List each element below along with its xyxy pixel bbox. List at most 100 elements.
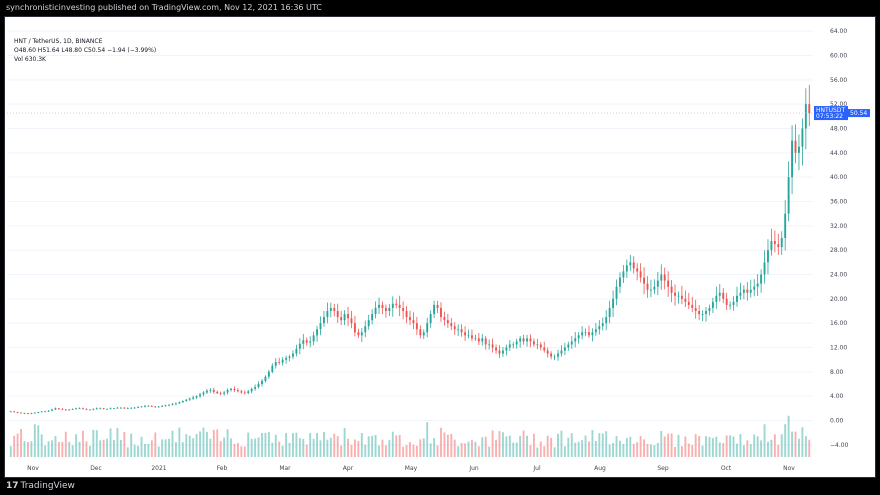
- candle-body: [247, 391, 250, 394]
- candle-body: [82, 408, 84, 410]
- volume-bar: [99, 440, 102, 457]
- volume-bar: [219, 441, 222, 457]
- volume-bar: [653, 445, 656, 457]
- candle-body: [285, 357, 288, 360]
- volume-bar: [804, 436, 807, 457]
- candle-body: [409, 317, 411, 321]
- volume-bar: [529, 445, 532, 457]
- volume-bar: [185, 434, 188, 457]
- candle-body: [625, 265, 628, 272]
- candle-body: [374, 307, 377, 315]
- candle-body: [543, 347, 546, 351]
- candle-body: [340, 317, 343, 321]
- volume-bar: [584, 435, 587, 457]
- candle-body: [804, 104, 807, 129]
- candle-body: [305, 340, 308, 343]
- volume-bar: [85, 441, 88, 457]
- y-tick-label: 52.00: [830, 101, 847, 108]
- volume-bar: [40, 434, 43, 457]
- volume-bar: [639, 436, 642, 457]
- candle-body: [791, 140, 794, 178]
- candle-body: [739, 292, 742, 296]
- candle-body: [23, 413, 26, 414]
- volume-bar: [550, 437, 553, 457]
- volume-bar: [402, 446, 405, 457]
- candle-body: [680, 295, 683, 299]
- volume-bar: [422, 438, 425, 457]
- volume-bar: [54, 436, 57, 457]
- volume-bar: [405, 445, 408, 457]
- tradingview-logo-icon[interactable]: 17: [6, 481, 19, 491]
- candle-body: [319, 323, 322, 330]
- x-tick-label: Apr: [343, 465, 354, 472]
- candle-body: [347, 314, 349, 319]
- volume-bar: [412, 444, 415, 457]
- volume-bar: [601, 433, 604, 457]
- candle-body: [622, 271, 625, 278]
- publisher-bar: synchronisticinvesting published on Trad…: [0, 0, 880, 16]
- candle-body: [794, 140, 797, 153]
- volume-bar: [694, 434, 697, 457]
- volume-bar: [546, 435, 549, 457]
- candle-body: [161, 405, 164, 407]
- y-tick-label: 4.00: [830, 393, 844, 400]
- y-tick-label: 44.00: [830, 150, 847, 157]
- volume-bar: [508, 435, 511, 457]
- volume-bar: [30, 441, 33, 457]
- candle-body: [698, 311, 701, 315]
- candle-body: [30, 413, 33, 414]
- volume-bar: [161, 439, 164, 457]
- candle-body: [61, 408, 64, 410]
- volume-bar: [433, 438, 436, 457]
- candlestick-chart[interactable]: 64.00 60.00 56.00 52.00 48.00 44.00 40.00 36.00…: [5, 17, 875, 477]
- candle-body: [271, 365, 274, 372]
- candle-body: [588, 332, 590, 336]
- candle-body: [16, 411, 19, 413]
- volume-bar: [298, 438, 301, 457]
- candle-body: [364, 326, 367, 333]
- candle-body: [326, 311, 329, 318]
- candle-body: [773, 241, 776, 245]
- volume-bar: [205, 431, 208, 457]
- volume-bar: [677, 434, 680, 457]
- volume-bar: [708, 436, 711, 457]
- volume-bar: [340, 445, 343, 457]
- volume-bar: [498, 431, 501, 457]
- candle-body: [701, 314, 704, 315]
- candle-body: [629, 262, 632, 266]
- candle-body: [202, 392, 205, 395]
- volume-bar: [26, 442, 29, 457]
- candle-body: [371, 314, 374, 321]
- volume-bar: [488, 446, 491, 457]
- candle-body: [446, 320, 449, 324]
- volume-bar: [512, 442, 515, 457]
- candle-body: [85, 408, 88, 410]
- volume-bar: [254, 438, 257, 457]
- candle-body: [64, 409, 67, 411]
- volume-bar: [13, 435, 16, 457]
- volume-bar: [9, 446, 12, 457]
- volume-bar: [230, 438, 232, 457]
- volume-bar: [660, 431, 663, 457]
- volume-bar: [126, 447, 129, 457]
- volume-bar: [261, 432, 263, 457]
- price-value-label: 50.54: [850, 110, 867, 117]
- candle-body: [192, 397, 195, 399]
- volume-bar: [581, 440, 584, 457]
- candle-body: [753, 286, 756, 290]
- candle-body: [594, 329, 597, 333]
- candle-body: [801, 128, 804, 147]
- volume-bar: [739, 434, 742, 457]
- candle-body: [109, 408, 112, 410]
- volume-bar: [374, 434, 377, 457]
- candle-body: [415, 323, 418, 330]
- volume-bar: [367, 436, 370, 457]
- tradingview-brand[interactable]: TradingView: [20, 481, 75, 491]
- volume-bar: [378, 445, 380, 457]
- chart-pane[interactable]: 64.00 60.00 56.00 52.00 48.00 44.00 40.00 36.00…: [4, 16, 876, 478]
- candle-body: [471, 335, 473, 339]
- candle-body: [560, 350, 563, 354]
- volume-bar: [209, 438, 212, 457]
- candle-body: [92, 408, 95, 410]
- volume-bar: [88, 445, 91, 457]
